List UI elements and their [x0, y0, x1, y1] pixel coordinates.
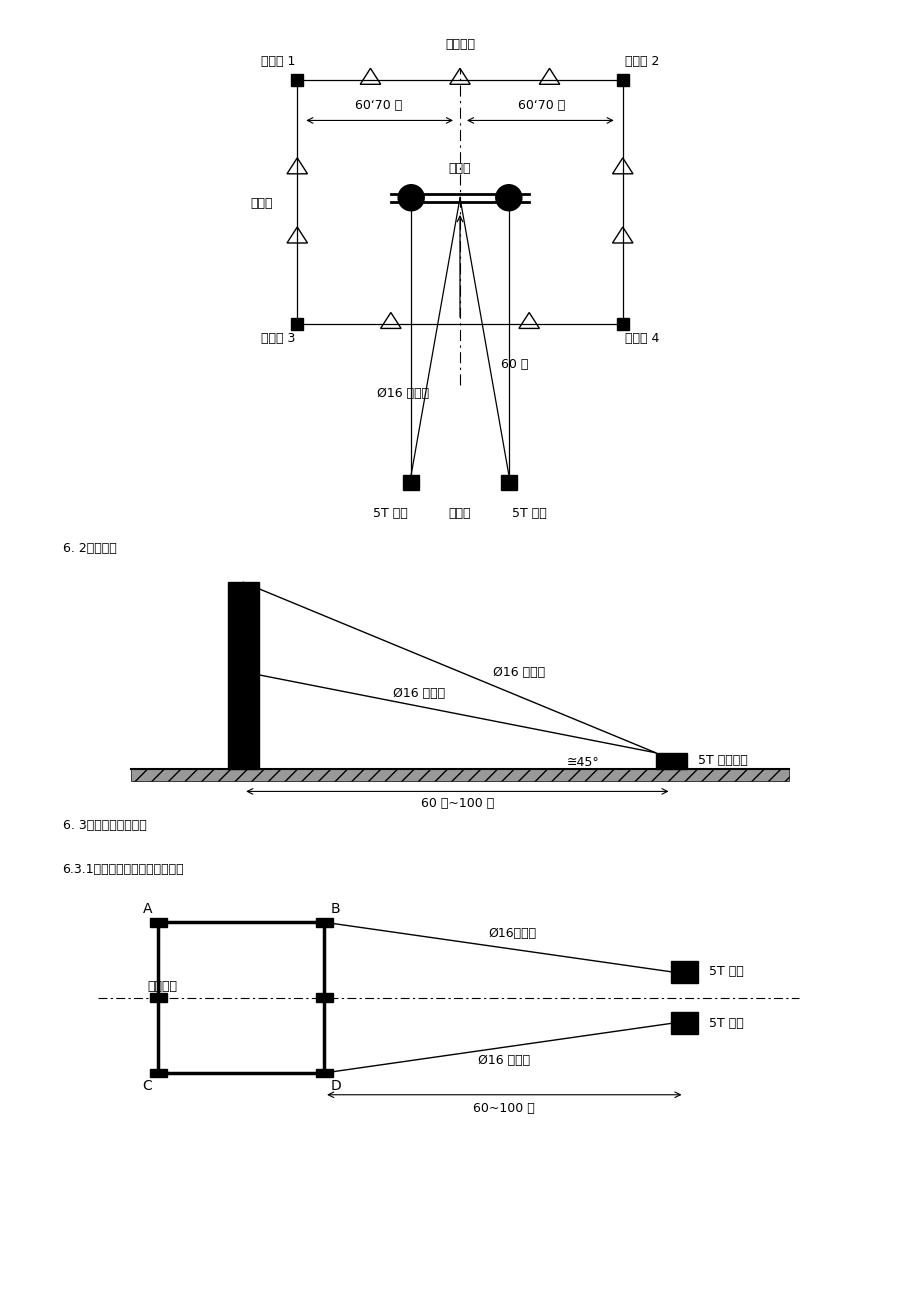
Text: 5T 绥磨: 5T 绥磨: [511, 506, 546, 519]
Bar: [616, 318, 629, 329]
Bar: [290, 74, 303, 86]
Text: 6. 3铁塔拆除示意图：: 6. 3铁塔拆除示意图：: [62, 819, 146, 832]
Text: 水泥杆: 水泥杆: [448, 163, 471, 176]
Bar: [150, 1069, 166, 1077]
Text: 5T 绥磨: 5T 绥磨: [709, 965, 743, 978]
Bar: [131, 768, 788, 781]
Text: 线路中线: 线路中线: [445, 38, 474, 51]
Text: 总指挥: 总指挥: [448, 506, 471, 519]
Text: 5T 绥磨: 5T 绥磨: [373, 506, 408, 519]
Text: 6.3.1拆除警戝与水泥杆拆除一致: 6.3.1拆除警戝与水泥杆拆除一致: [62, 863, 184, 876]
Text: D: D: [330, 1079, 341, 1092]
Text: Ø16钉丝绳: Ø16钉丝绳: [487, 927, 536, 940]
Text: 三角旗: 三角旗: [250, 198, 273, 211]
Circle shape: [398, 185, 424, 211]
Bar: [671, 961, 697, 983]
Text: 警戝点 4: 警戝点 4: [624, 332, 658, 345]
Text: Ø16 钉丝绳: Ø16 钉丝绳: [377, 387, 428, 400]
Text: 5T 绥磨: 5T 绥磨: [709, 1017, 743, 1030]
Text: Ø16 钉丝绳: Ø16 钉丝绳: [493, 665, 545, 678]
Text: 60~100 米: 60~100 米: [473, 1101, 535, 1115]
Bar: [315, 918, 332, 927]
Bar: [655, 753, 686, 768]
Bar: [150, 993, 166, 1003]
Text: 60‘70 米: 60‘70 米: [355, 99, 402, 112]
Bar: [501, 475, 516, 491]
Bar: [616, 74, 629, 86]
Bar: [315, 993, 332, 1003]
Text: 6. 2立面图：: 6. 2立面图：: [62, 542, 116, 555]
Text: 60 米: 60 米: [500, 358, 528, 371]
Text: 警戝点 3: 警戝点 3: [261, 332, 295, 345]
Text: ≅45°: ≅45°: [566, 755, 599, 768]
Text: C: C: [142, 1079, 152, 1092]
Text: 警戝点 1: 警戝点 1: [261, 55, 295, 68]
Text: B: B: [330, 902, 339, 917]
Text: 60 米~100 米: 60 米~100 米: [420, 797, 494, 810]
Text: 线路中线: 线路中线: [147, 980, 176, 993]
Bar: [671, 1013, 697, 1034]
Bar: [403, 475, 418, 491]
Text: 警戝点 2: 警戝点 2: [624, 55, 658, 68]
Bar: [315, 1069, 332, 1077]
Bar: [290, 318, 303, 329]
Text: A: A: [142, 902, 152, 917]
Circle shape: [495, 185, 521, 211]
Text: Ø16 钉丝绳: Ø16 钉丝绳: [477, 1055, 529, 1068]
Text: Ø16 钉丝绳: Ø16 钉丝绳: [392, 687, 445, 700]
Bar: [150, 918, 166, 927]
Bar: [227, 582, 259, 768]
Text: 60‘70 米: 60‘70 米: [517, 99, 564, 112]
Text: 5T 机动绥磨: 5T 机动绥磨: [697, 754, 746, 767]
